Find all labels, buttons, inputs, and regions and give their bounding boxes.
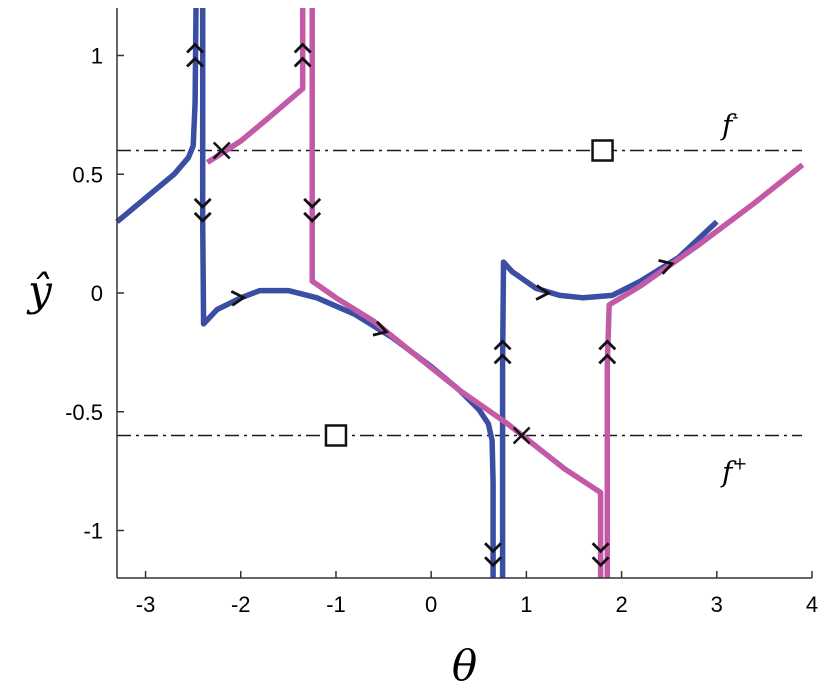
- f-plus-label: f+: [720, 454, 747, 489]
- x-tick-label: 4: [806, 592, 818, 617]
- magenta-trajectory: [309, 8, 604, 578]
- f-minus-superscript: -: [732, 107, 738, 128]
- reference-lines: [117, 149, 802, 437]
- double-arrow-down: [591, 542, 610, 568]
- y-tick-label: 1: [91, 44, 103, 69]
- double-arrow-down: [484, 542, 503, 568]
- x-tick-label: -3: [136, 592, 156, 617]
- double-arrow-down: [193, 197, 212, 223]
- y-tick-label: -0.5: [65, 400, 103, 425]
- x-tick-label: 1: [520, 592, 532, 617]
- double-arrow-up: [493, 339, 512, 365]
- flow-arrow: [372, 320, 390, 337]
- axes: [116, 8, 812, 579]
- magenta-trajectory: [205, 8, 306, 165]
- x-tick-label: 0: [425, 592, 437, 617]
- square-marker: [324, 424, 348, 447]
- blue-trajectory: [199, 8, 496, 578]
- f-minus-label: f-: [720, 107, 738, 142]
- x-tick-label: -1: [326, 592, 346, 617]
- square-marker: [591, 139, 614, 162]
- ticks: -3 -2 -1 0 1 2 3 4 -1 -0.5 0 0.5 1: [65, 44, 818, 618]
- f-plus-superscript: +: [732, 454, 747, 475]
- x-axis-title: θ: [452, 641, 477, 690]
- saddle-marker: [212, 141, 231, 160]
- blue-trajectory: [499, 219, 719, 578]
- flow-arrow: [658, 259, 675, 275]
- y-tick-label: 0: [91, 281, 103, 306]
- saddle-marker: [512, 426, 531, 445]
- magenta-trajectory: [604, 162, 805, 578]
- markers: [186, 42, 675, 568]
- double-arrow-up: [598, 339, 617, 365]
- y-axis-title: ŷ: [26, 266, 53, 315]
- trajectory-series: [115, 7, 805, 578]
- y-tick-label: -1: [83, 519, 103, 544]
- flow-arrow: [535, 284, 552, 301]
- x-tick-label: -2: [231, 592, 251, 617]
- blue-trajectory: [115, 7, 199, 224]
- x-tick-label: 3: [711, 592, 723, 617]
- flow-arrow: [230, 290, 247, 307]
- double-arrow-up: [186, 42, 205, 68]
- y-tick-label: 0.5: [72, 162, 103, 187]
- double-arrow-up: [293, 42, 312, 68]
- double-arrow-down: [303, 197, 322, 223]
- x-tick-label: 2: [615, 592, 627, 617]
